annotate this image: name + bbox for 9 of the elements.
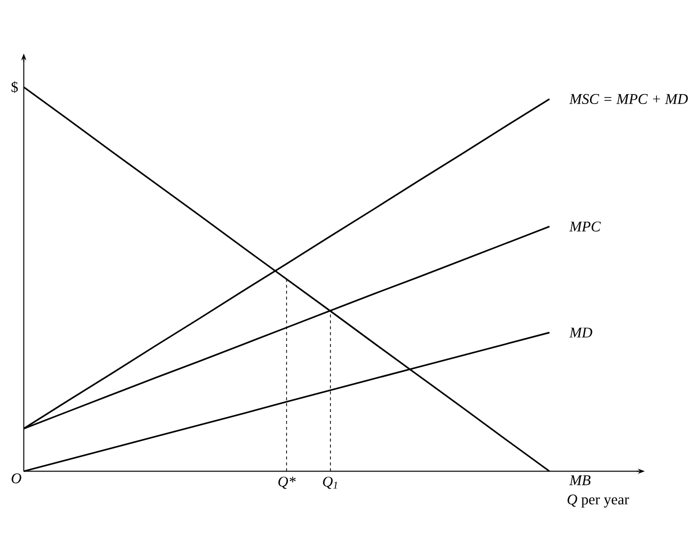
x-tick-label: Q* bbox=[278, 476, 296, 489]
series-label: MB bbox=[569, 475, 590, 485]
y-axis-title: $ bbox=[12, 81, 18, 93]
x-axis-title: Q per year bbox=[568, 494, 630, 508]
series-label: MSC = MPC + MD bbox=[569, 94, 688, 104]
series-label: MPC bbox=[569, 221, 601, 232]
series-label: MD bbox=[569, 328, 592, 338]
text: O bbox=[12, 473, 22, 484]
x-tick-label: Q$_{1}$ bbox=[323, 476, 337, 489]
